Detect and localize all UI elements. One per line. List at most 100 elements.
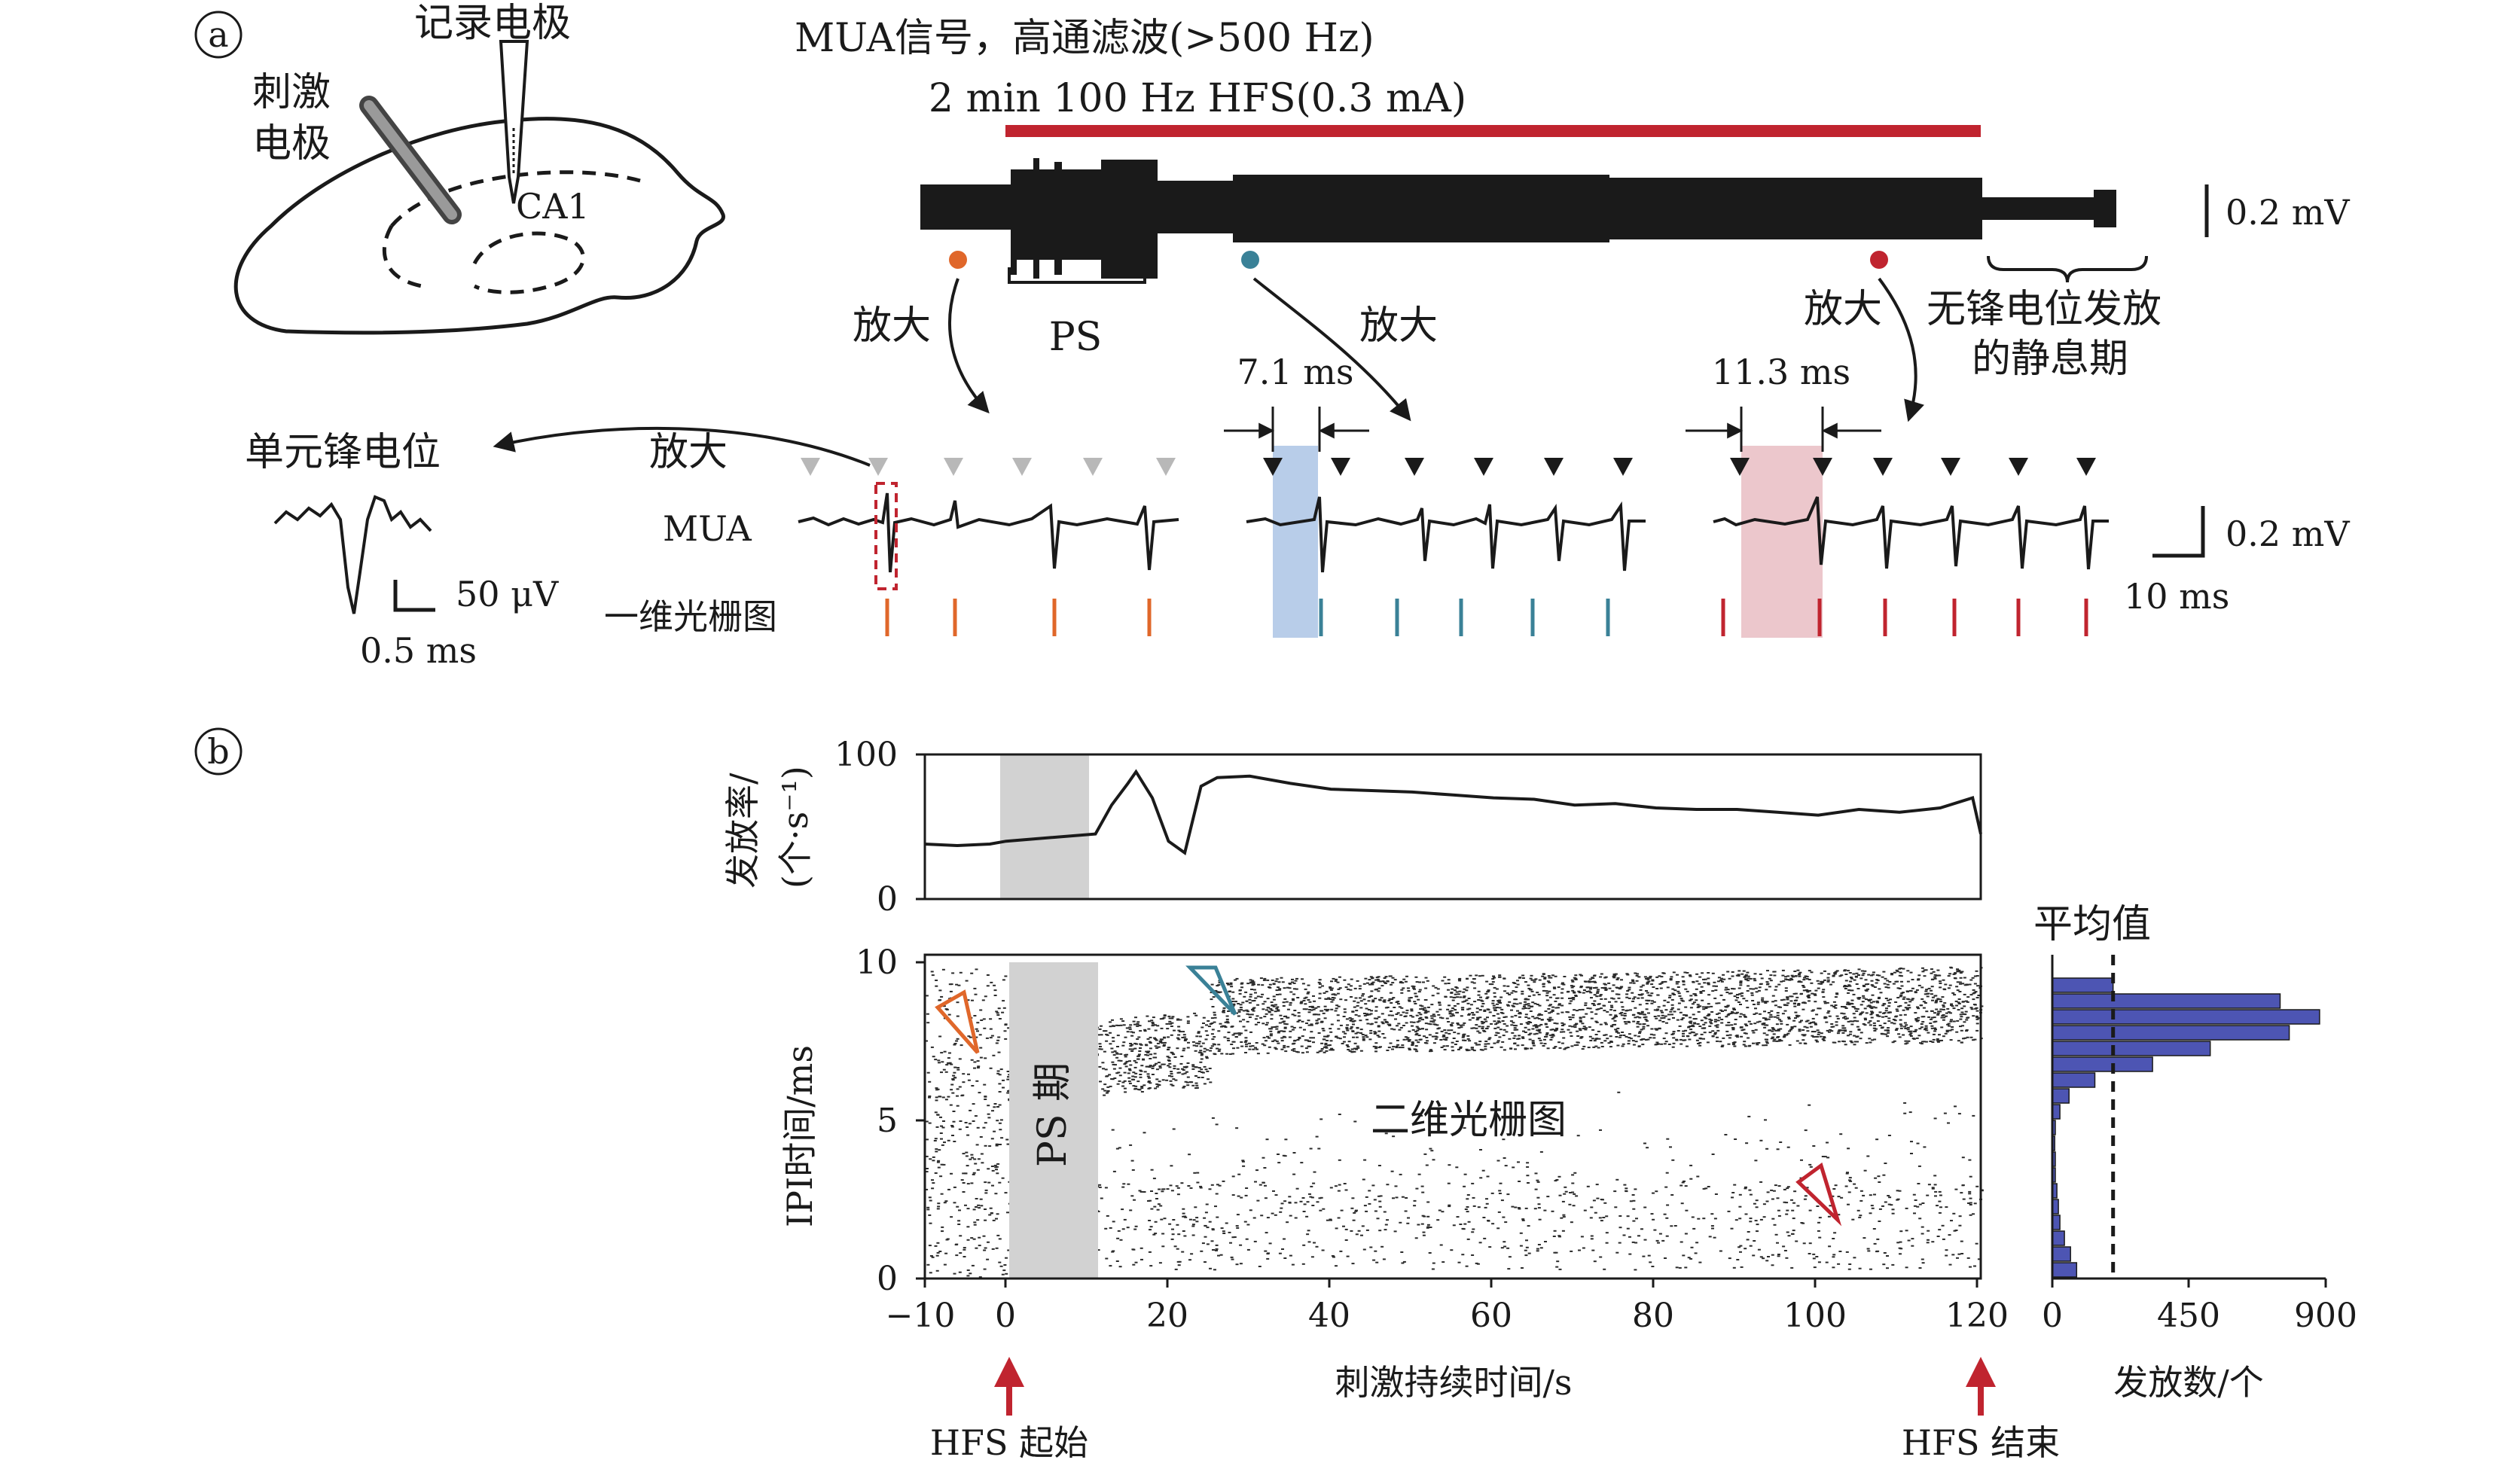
raster-2d-dot bbox=[1169, 1023, 1173, 1025]
raster-2d-dot bbox=[1969, 1214, 1972, 1216]
raster-2d-dot bbox=[1900, 992, 1904, 995]
raster-2d-dot bbox=[1561, 997, 1564, 999]
raster-2d-dot bbox=[976, 1067, 980, 1069]
raster-2d-dot bbox=[1968, 1190, 1972, 1193]
raster-2d-dot bbox=[1524, 1207, 1528, 1209]
raster-2d-dot bbox=[1432, 1013, 1435, 1016]
raster-2d-dot bbox=[1600, 1041, 1603, 1044]
raster-2d-dot bbox=[1239, 1244, 1243, 1246]
raster-2d-dot bbox=[1116, 1237, 1120, 1239]
raster-2d-dot bbox=[1292, 993, 1296, 995]
raster-2d-dot bbox=[1200, 1068, 1204, 1071]
raster-2d-dot bbox=[1826, 980, 1830, 983]
raster-2d-dot bbox=[1238, 989, 1242, 992]
raster-2d-dot bbox=[935, 1148, 938, 1151]
zoom-arrow-orange bbox=[947, 278, 990, 414]
raster-2d-dot bbox=[1418, 989, 1422, 991]
raster-2d-dot bbox=[968, 1123, 972, 1125]
raster-2d-dot bbox=[1102, 1068, 1105, 1070]
raster-2d-dot bbox=[1700, 986, 1704, 988]
raster-2d-dot bbox=[1921, 986, 1924, 989]
raster-2d-dot bbox=[1415, 981, 1419, 983]
raster-2d-dot bbox=[1690, 1031, 1694, 1033]
raster-2d-dot bbox=[1447, 983, 1451, 984]
raster-2d-dot bbox=[937, 1205, 941, 1208]
raster-2d-dot bbox=[1804, 1195, 1808, 1197]
raster-2d-dot bbox=[1561, 983, 1564, 985]
raster-2d-dot bbox=[1475, 1262, 1478, 1264]
raster-2d-dot bbox=[1362, 998, 1366, 1001]
raster-2d-dot bbox=[1965, 984, 1969, 986]
raster-2d-dot bbox=[1283, 1200, 1287, 1202]
raster-2d-dot bbox=[1450, 1249, 1454, 1251]
raster-2d-dot bbox=[1450, 1029, 1454, 1032]
raster-2d-dot bbox=[1002, 1007, 1006, 1009]
raster-2d-dot bbox=[984, 1208, 987, 1210]
raster-2d-dot bbox=[1371, 1184, 1375, 1187]
raster-2d-dot bbox=[1875, 1251, 1878, 1253]
raster-2d-dot bbox=[1849, 1040, 1853, 1042]
raster-2d-dot bbox=[1938, 1212, 1942, 1214]
raster-2d-dot bbox=[1481, 1003, 1485, 1004]
raster-2d-dot bbox=[1199, 1061, 1203, 1063]
raster-2d-dot bbox=[1594, 987, 1597, 989]
raster-2d-dot bbox=[1121, 1044, 1125, 1047]
raster-2d-dot bbox=[1627, 1043, 1631, 1045]
raster-2d-dot bbox=[1418, 1017, 1422, 1019]
raster-2d-dot bbox=[1950, 1004, 1953, 1006]
raster-2d-dot bbox=[1199, 1045, 1203, 1047]
raster-2d-dot bbox=[1286, 1008, 1290, 1010]
raster-2d-dot bbox=[1487, 1043, 1490, 1045]
raster-2d-dot bbox=[1804, 1043, 1808, 1045]
raster-2d-dot bbox=[1535, 1025, 1538, 1027]
raster-2d-dot bbox=[1814, 1023, 1817, 1026]
hfs-end-label: HFS 结束 bbox=[1902, 1422, 2060, 1463]
raster-2d-dot bbox=[1664, 980, 1667, 983]
raster-2d-dot bbox=[1973, 992, 1976, 994]
raster-2d-dot bbox=[1787, 1235, 1791, 1237]
raster-2d-dot bbox=[1738, 993, 1742, 995]
raster-2d-dot bbox=[1941, 1014, 1945, 1016]
raster-2d-dot bbox=[1707, 994, 1711, 996]
raster-2d-dot bbox=[1517, 1161, 1520, 1163]
raster-2d-dot bbox=[1570, 1045, 1574, 1047]
raster-2d-dot bbox=[1711, 1030, 1715, 1032]
raster-2d-dot bbox=[1640, 1029, 1643, 1031]
raster-2d-dot bbox=[1704, 1017, 1708, 1019]
raster-2d-dot bbox=[1386, 1219, 1389, 1221]
raster-2d-dot bbox=[1779, 1141, 1783, 1143]
raster-2d-dot bbox=[1587, 980, 1591, 983]
raster-2d-dot bbox=[1518, 977, 1522, 979]
raster-2d-dot bbox=[1934, 1001, 1938, 1004]
raster-2d-dot bbox=[1607, 1042, 1611, 1044]
raster-2d-dot bbox=[1296, 1020, 1300, 1023]
raster-2d-dot bbox=[1679, 998, 1683, 1000]
raster-2d-dot bbox=[1264, 1197, 1268, 1199]
raster-2d-dot bbox=[1853, 1019, 1856, 1022]
raster-2d-dot bbox=[1210, 983, 1214, 986]
raster-2d-dot bbox=[1245, 1187, 1249, 1189]
raster-2d-dot bbox=[1150, 1190, 1153, 1192]
raster-2d-dot bbox=[1124, 1054, 1127, 1056]
raster-2d-dot bbox=[1275, 989, 1279, 992]
raster-2d-dot bbox=[1374, 998, 1377, 1000]
raster-2d-dot bbox=[1929, 1041, 1933, 1042]
raster-2d-dot bbox=[1638, 1031, 1642, 1033]
raster-2d-dot bbox=[1759, 1218, 1763, 1221]
raster-2d-dot bbox=[1492, 1004, 1496, 1007]
raster-2d-dot bbox=[1860, 970, 1864, 972]
raster-2d-dot bbox=[1551, 1009, 1554, 1011]
raster-2d-dot bbox=[959, 1235, 963, 1237]
raster-2d-dot bbox=[1383, 981, 1387, 983]
raster-2d-dot bbox=[1473, 1001, 1477, 1003]
raster-2d-dot bbox=[1545, 1032, 1549, 1034]
raster-2d-dot bbox=[1383, 999, 1387, 1001]
raster-2d-dot bbox=[1645, 1002, 1649, 1004]
raster-2d-dot bbox=[1669, 979, 1673, 981]
raster-2d-dot bbox=[1805, 1026, 1809, 1029]
raster-2d-dot bbox=[1432, 1015, 1436, 1017]
raster-2d-dot bbox=[1155, 1039, 1158, 1041]
raster-2d-dot bbox=[1530, 990, 1534, 992]
raster-2d-dot bbox=[1710, 1011, 1714, 1013]
raster-2d-dot bbox=[1471, 1182, 1475, 1184]
